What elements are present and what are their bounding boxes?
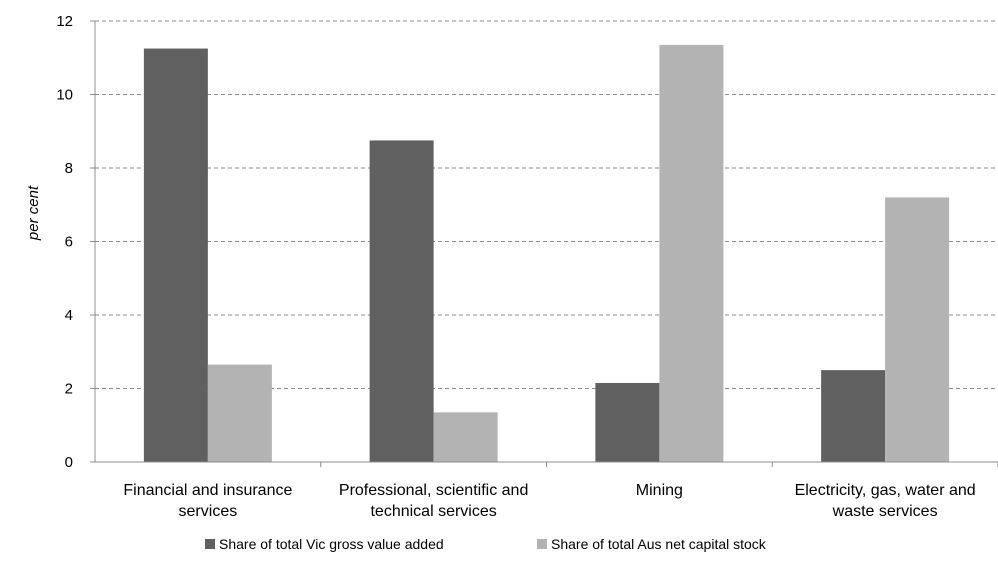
y-tick-label: 4 [65,307,73,324]
y-tick-label: 10 [56,87,73,104]
gridlines [95,20,998,389]
bar-aus-capital-1 [433,412,498,462]
y-tick-labels: 0 2 4 6 8 10 12 [56,13,73,471]
x-category-label: waste services [832,503,938,520]
bar-vic-gva-1 [369,140,434,462]
bar-vic-gva-2 [595,382,660,462]
x-category-label: technical services [370,503,496,520]
x-category-label: Mining [636,482,683,499]
x-category-label: Professional, scientific and [339,482,528,499]
x-category-labels: Financial and insurance services Professio… [123,482,975,520]
y-tick-label: 6 [65,234,73,251]
bar-aus-capital-3 [885,197,950,462]
bar-vic-gva-0 [143,48,208,462]
bars [143,44,950,462]
bar-aus-capital-0 [207,364,272,462]
y-axis-label: per cent [25,185,42,241]
bar-vic-gva-3 [821,370,886,462]
legend-label: Share of total Aus net capital stock [551,536,767,552]
x-category-label: services [179,503,238,520]
legend-swatch [205,539,215,549]
legend-label: Share of total Vic gross value added [219,536,444,552]
y-tick-label: 0 [65,454,73,471]
x-category-label: Financial and insurance [123,482,292,499]
legend: Share of total Vic gross value added Shar… [205,536,767,552]
bar-aus-capital-2 [659,44,724,462]
y-tick-label: 8 [65,160,73,177]
y-tick-label: 2 [65,381,73,398]
x-category-label: Electricity, gas, water and [795,482,976,499]
y-tick-label: 12 [56,13,73,30]
axes [90,20,998,467]
legend-swatch [537,539,547,549]
